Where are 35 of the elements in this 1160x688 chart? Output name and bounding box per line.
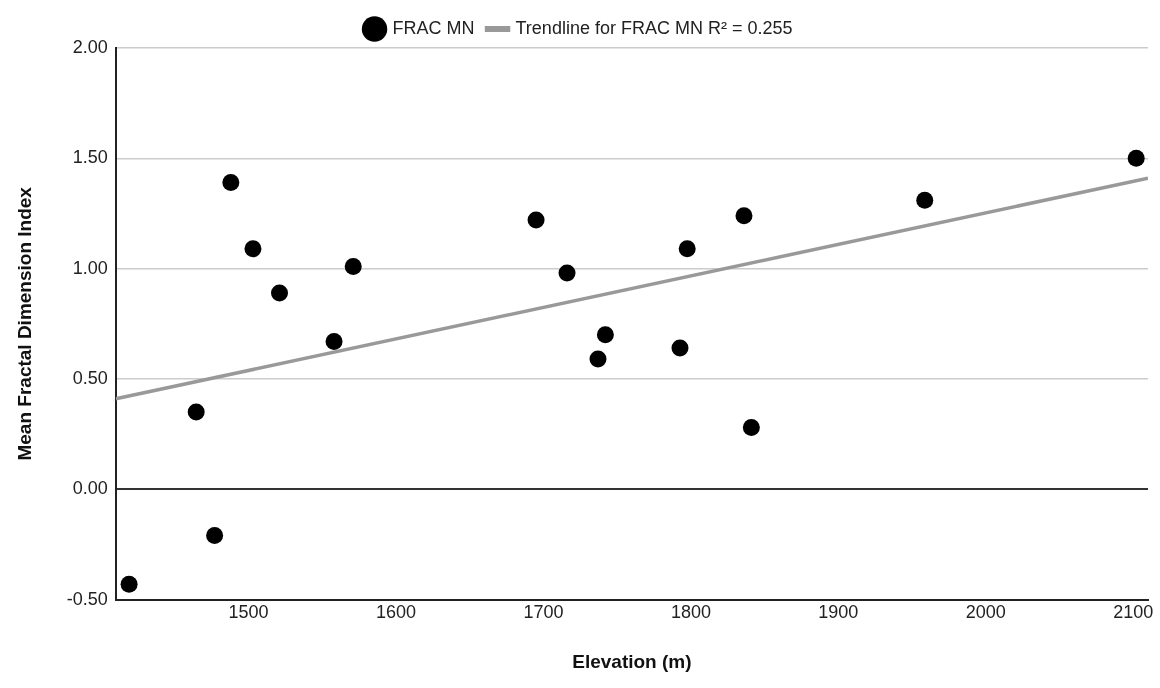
point: [596, 326, 614, 344]
x-tick-label: 2000: [965, 602, 1006, 623]
point: [120, 575, 138, 593]
point: [558, 264, 576, 282]
point: [678, 240, 696, 258]
x-tick-label: 1700: [523, 602, 564, 623]
point: [244, 240, 262, 258]
point: [1127, 149, 1145, 167]
y-tick-label: 1.00: [72, 257, 108, 278]
y-tick-label: 1.50: [72, 147, 108, 168]
point: [589, 350, 607, 368]
point: [325, 332, 343, 350]
x-tick-label: 1900: [818, 602, 859, 623]
point: [671, 339, 689, 357]
x-tick-label: 2100: [1113, 602, 1154, 623]
point: [344, 257, 362, 275]
legend-label: FRAC MN: [392, 17, 475, 38]
y-tick-label: -0.50: [66, 588, 108, 609]
x-tick-label: 1800: [670, 602, 711, 623]
point: [206, 527, 224, 545]
point: [222, 174, 240, 192]
point: [742, 419, 760, 436]
x-axis-title: Elevation (m): [572, 650, 692, 672]
y-tick-label: 0.50: [72, 367, 108, 388]
x-tick-label: 1600: [375, 602, 417, 623]
y-tick-label: 2.00: [72, 36, 108, 57]
legend-label: Trendline for FRAC MN R² = 0.255: [515, 17, 793, 38]
point: [187, 403, 205, 421]
y-tick-label: 0.00: [72, 478, 108, 499]
point: [527, 211, 545, 229]
point: [271, 284, 288, 302]
point: [916, 191, 934, 209]
x-tick-label: 1500: [228, 602, 269, 623]
point: [735, 207, 753, 225]
y-axis-title: Mean Fractal Dimension Index: [13, 186, 35, 461]
